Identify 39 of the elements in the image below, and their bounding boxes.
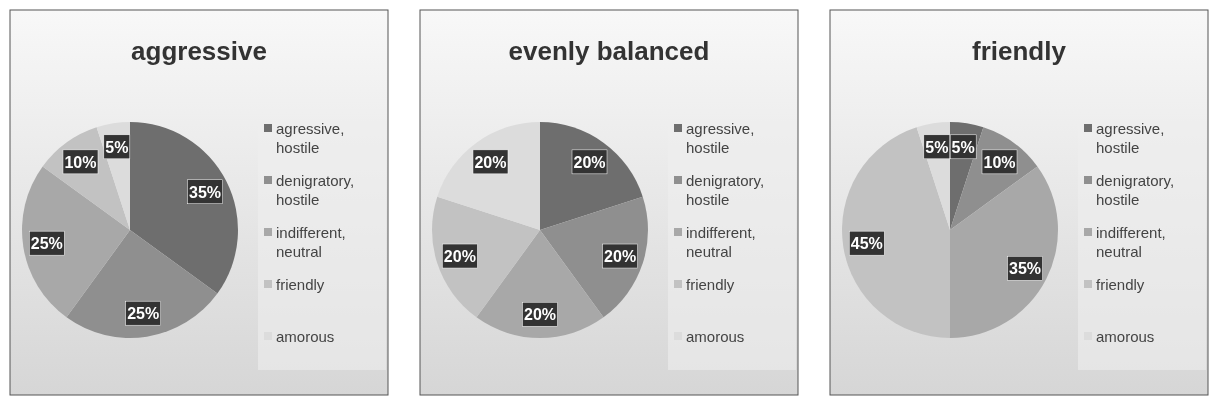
data-label: 5% [925, 138, 949, 156]
chart-title: friendly [972, 36, 1067, 66]
legend-label: agressive, hostile [1096, 120, 1165, 156]
legend-label: denigratory, hostile [276, 172, 355, 208]
data-label: 20% [604, 248, 637, 266]
legend-label: amorous [276, 328, 335, 345]
pie-slice [437, 122, 540, 230]
legend-label: indifferent, neutral [686, 224, 756, 260]
data-label: 20% [573, 153, 606, 171]
legend-label: friendly [686, 276, 735, 293]
legend-label: denigratory, hostile [1096, 172, 1175, 208]
data-label: 10% [983, 153, 1016, 171]
data-label: 25% [30, 235, 63, 253]
pie-slice [130, 122, 238, 294]
legend-label: agressive, hostile [276, 120, 345, 156]
legend-label: indifferent, neutral [276, 224, 346, 260]
pie-slice [66, 230, 218, 338]
data-label: 20% [443, 248, 476, 266]
legend-label: agressive, hostile [686, 120, 755, 156]
legend-label: indifferent, neutral [1096, 224, 1166, 260]
pie-slice [540, 122, 643, 230]
data-label: 20% [523, 306, 557, 324]
legend-label: friendly [276, 276, 325, 293]
legend-label: amorous [1096, 328, 1155, 345]
data-label: 5% [105, 138, 129, 156]
legend-label: friendly [1096, 276, 1145, 293]
pie-slice [842, 127, 950, 338]
chart-title: evenly balanced [508, 36, 710, 66]
chart-title: aggressive [131, 36, 267, 66]
data-label: 5% [951, 138, 975, 156]
data-label: 45% [850, 235, 883, 253]
data-label: 25% [127, 305, 160, 323]
data-label: 20% [474, 153, 507, 171]
data-label: 10% [64, 153, 97, 171]
pie-slice [950, 166, 1058, 338]
data-label: 35% [189, 183, 222, 201]
data-label: 35% [1009, 260, 1042, 278]
legend-label: denigratory, hostile [686, 172, 765, 208]
legend-label: amorous [686, 328, 745, 345]
